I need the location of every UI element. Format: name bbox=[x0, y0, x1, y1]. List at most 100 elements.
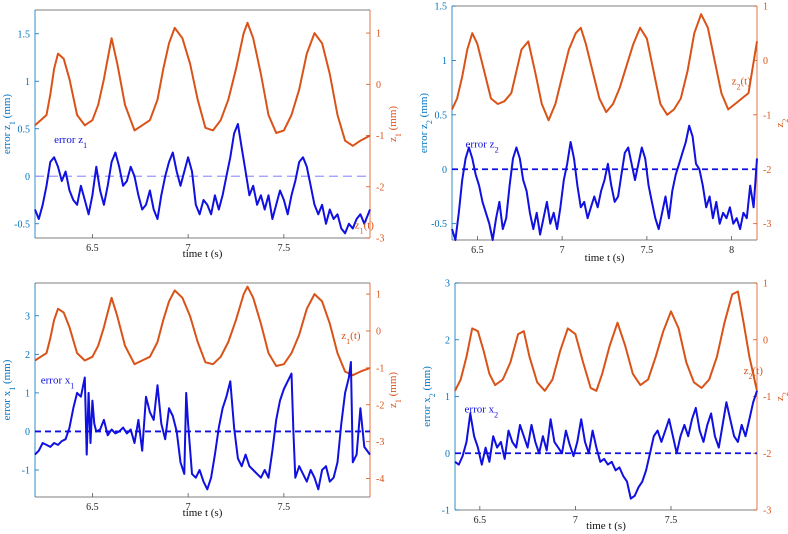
left-y-tick-label: 1.5 bbox=[435, 2, 448, 13]
left-y-tick-label: 0 bbox=[445, 449, 450, 460]
left-y-axis-label-sub: 1 bbox=[8, 387, 17, 391]
right-y-tick-label: -2 bbox=[376, 400, 384, 411]
x-tick-label: 6.5 bbox=[86, 243, 99, 254]
error-series-annotation-sub: 2 bbox=[494, 410, 498, 419]
x-tick-label: 7 bbox=[560, 245, 565, 256]
left-y-axis-label: error x1 (mm) bbox=[1, 359, 17, 420]
right-y-axis-label-text: z bbox=[774, 396, 786, 401]
right-y-axis-label-suffix: (mm) bbox=[387, 106, 399, 134]
left-y-axis-label-text: error x bbox=[1, 390, 13, 420]
right-y-tick-label: 0 bbox=[763, 335, 768, 346]
chart-panel-top-right: 6.5 7 7.5 8 time t (s) -0.5 0 0.5 1 1.5 -3 -2 -1 0 1 er… bbox=[418, 2, 788, 265]
x-tick-label: 7 bbox=[186, 502, 191, 513]
signal-series-annotation: z2(t) bbox=[744, 365, 764, 381]
left-y-tick-label: 0 bbox=[25, 427, 30, 438]
left-y-tick-label: 3 bbox=[445, 279, 450, 290]
error-series-annotation-text: error z bbox=[466, 138, 495, 150]
error-series-annotation: error x2 bbox=[465, 403, 499, 419]
left-y-axis-label-sub: 2 bbox=[425, 120, 434, 124]
left-y-axis-label-suffix: (mm) bbox=[1, 359, 13, 387]
error-series-line bbox=[34, 361, 371, 491]
left-y-tick-label: 0.5 bbox=[435, 110, 448, 121]
left-y-tick-label: 1 bbox=[25, 388, 30, 399]
x-tick-label: 6.5 bbox=[471, 245, 484, 256]
left-y-axis-label-text: error z bbox=[1, 125, 13, 154]
error-series-annotation-sub: 1 bbox=[83, 141, 87, 150]
right-y-axis-label: z1 (mm) bbox=[387, 106, 403, 142]
right-y-tick-label: -4 bbox=[376, 474, 384, 485]
left-y-axis-label-text: error z bbox=[418, 124, 430, 153]
x-tick-label: 7 bbox=[186, 243, 191, 254]
x-axis-label: time t (s) bbox=[183, 507, 223, 519]
signal-series-annotation: z1(t) bbox=[355, 220, 375, 236]
signal-series-annotation-suffix: (t) bbox=[740, 75, 751, 87]
left-y-tick-label: 0 bbox=[25, 172, 30, 183]
x-axis-label: time t (s) bbox=[183, 248, 223, 260]
right-y-tick-label: -1 bbox=[376, 131, 384, 142]
right-y-tick-label: 0 bbox=[376, 326, 381, 337]
error-series-annotation-text: error x bbox=[465, 403, 495, 415]
right-y-tick-label: 1 bbox=[376, 29, 381, 40]
signal-series-line bbox=[34, 21, 371, 147]
left-y-tick-label: -1 bbox=[442, 506, 450, 517]
left-y-tick-label: -1 bbox=[22, 466, 30, 477]
x-tick-label: 8 bbox=[729, 245, 734, 256]
signal-series-line bbox=[454, 290, 758, 392]
signal-series-annotation-sub: 1 bbox=[346, 336, 350, 345]
signal-series-annotation: z2(t) bbox=[732, 75, 752, 91]
signal-series-annotation-sub: 2 bbox=[736, 82, 740, 91]
left-y-tick-label: 3 bbox=[25, 311, 30, 322]
error-series-annotation-text: error x bbox=[41, 374, 71, 386]
right-y-tick-label: -1 bbox=[763, 392, 771, 403]
error-series-annotation: error z2 bbox=[466, 138, 499, 154]
x-tick-label: 6.5 bbox=[474, 515, 487, 526]
right-y-tick-label: -3 bbox=[376, 437, 384, 448]
left-y-axis-label: error x2 (mm) bbox=[421, 366, 437, 427]
left-y-tick-label: 0 bbox=[442, 165, 447, 176]
left-y-tick-label: -0.5 bbox=[431, 219, 447, 230]
error-series-line bbox=[451, 124, 758, 241]
chart-panel-bottom-right: 6.5 7 7.5 time t (s) -1 0 1 2 3 -3 -2 -1 0 1 error x2 … bbox=[421, 279, 788, 533]
x-tick-label: 7 bbox=[573, 515, 578, 526]
left-y-tick-label: 2 bbox=[445, 335, 450, 346]
right-y-tick-label: -2 bbox=[763, 449, 771, 460]
right-y-axis-label-sub: 1 bbox=[394, 399, 403, 403]
signal-series-line bbox=[34, 285, 371, 377]
left-y-tick-label: 1.5 bbox=[18, 29, 31, 40]
error-series-annotation-sub: 1 bbox=[70, 381, 74, 390]
x-tick-label: 7.5 bbox=[278, 502, 291, 513]
left-y-axis-label-suffix: (mm) bbox=[1, 94, 13, 122]
right-y-tick-label: 1 bbox=[376, 290, 381, 301]
signal-series-annotation-text: z bbox=[732, 75, 737, 87]
right-y-tick-label: 0 bbox=[376, 80, 381, 91]
signal-series-annotation-sub: 2 bbox=[749, 371, 753, 380]
right-y-tick-label: -1 bbox=[763, 110, 771, 121]
right-y-axis-label-text: z bbox=[774, 122, 786, 127]
signal-series-annotation-suffix: (t) bbox=[364, 220, 375, 232]
error-series-line bbox=[34, 123, 371, 235]
error-series-annotation: error x1 bbox=[41, 374, 75, 390]
right-y-axis-label-text: z bbox=[387, 403, 399, 408]
error-series-annotation-sub: 2 bbox=[495, 145, 499, 154]
left-y-tick-label: 0.5 bbox=[18, 124, 31, 135]
right-y-axis-label-suffix: (mm) bbox=[387, 372, 399, 400]
right-y-axis-label: z2 bbox=[774, 392, 788, 401]
left-y-axis-label-suffix: (mm) bbox=[418, 93, 430, 121]
right-y-axis-label: z1 (mm) bbox=[387, 372, 403, 408]
signal-series-annotation-suffix: (t) bbox=[753, 365, 764, 377]
error-series-line bbox=[454, 390, 758, 500]
x-tick-label: 7.5 bbox=[278, 243, 291, 254]
x-axis-label: time t (s) bbox=[586, 520, 626, 532]
left-y-tick-label: 1 bbox=[445, 392, 450, 403]
right-y-tick-label: 1 bbox=[763, 2, 768, 13]
right-y-tick-label: 0 bbox=[763, 56, 768, 67]
left-y-tick-label: 1 bbox=[442, 56, 447, 67]
error-series-annotation: error z1 bbox=[54, 134, 87, 150]
signal-series-annotation: z1(t) bbox=[341, 330, 361, 346]
signal-series-annotation-text: z bbox=[744, 365, 749, 377]
right-y-axis-label-sub: 2 bbox=[781, 392, 788, 396]
right-y-tick-label: -1 bbox=[376, 363, 384, 374]
